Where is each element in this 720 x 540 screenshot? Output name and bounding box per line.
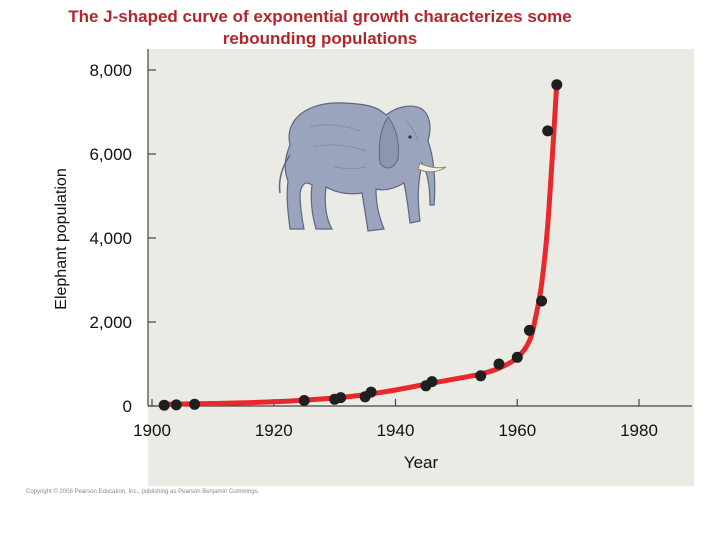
elephant-body xyxy=(284,102,436,232)
y-tick-label-4,000: 4,000 xyxy=(89,229,132,248)
x-tick-label-1920: 1920 xyxy=(255,421,293,440)
data-point xyxy=(335,392,347,404)
elephant-tusk xyxy=(417,162,447,173)
data-point xyxy=(189,398,201,410)
data-point xyxy=(426,376,438,388)
x-tick-label-1940: 1940 xyxy=(377,421,415,440)
slide-title: The J-shaped curve of exponential growth… xyxy=(0,6,640,50)
data-point xyxy=(493,358,505,370)
data-point xyxy=(511,351,523,363)
data-point xyxy=(365,386,377,398)
data-point xyxy=(158,399,170,411)
data-point xyxy=(298,395,310,406)
slide-title-line-1: The J-shaped curve of exponential growth… xyxy=(68,7,572,26)
elephant-tail xyxy=(278,154,291,194)
data-point xyxy=(170,399,182,411)
x-axis-label: Year xyxy=(404,453,439,472)
axes: 0 2,000 4,000 6,000 8,000 1900 1920 1940 1960 198… xyxy=(89,49,692,440)
elephant-ear xyxy=(378,116,399,169)
data-point xyxy=(536,295,548,307)
data-point xyxy=(523,324,535,336)
data-points-layer xyxy=(158,79,563,411)
slide-title-line-2: rebounding populations xyxy=(222,29,418,48)
y-axis-label: Elephant population xyxy=(53,168,70,309)
elephant-shading xyxy=(309,120,419,169)
x-tick-label-1960: 1960 xyxy=(498,421,536,440)
chart-figure: Elephant population Year 0 2,000 4,000 6,00… xyxy=(22,44,694,496)
elephant-eye xyxy=(408,135,412,139)
data-point xyxy=(542,125,554,137)
population-chart: Elephant population Year 0 2,000 4,000 6,00… xyxy=(53,49,694,486)
y-tick-label-6,000: 6,000 xyxy=(89,145,132,164)
y-tick-label-2,000: 2,000 xyxy=(89,313,132,332)
copyright-notice: Copyright © 2008 Pearson Education, Inc.… xyxy=(26,489,260,495)
elephant-illustration xyxy=(278,102,447,232)
data-point xyxy=(551,79,563,91)
y-tick-label-0: 0 xyxy=(123,397,132,416)
x-tick-label-1980: 1980 xyxy=(620,421,658,440)
y-tick-label-8,000: 8,000 xyxy=(89,61,132,80)
data-point xyxy=(475,370,487,382)
x-tick-label-1900: 1900 xyxy=(133,421,171,440)
